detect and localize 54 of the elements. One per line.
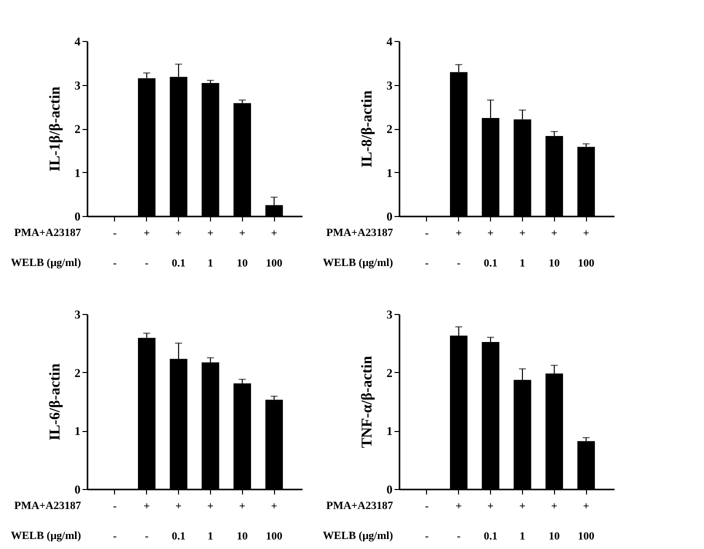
category-label: - - — [113, 500, 117, 542]
category-label: + 100 — [266, 228, 282, 270]
category-label: + 1 — [519, 500, 526, 542]
category-label: + 1 — [519, 228, 526, 270]
y-axis-title: TNF-α/β-actin — [360, 355, 376, 448]
category-label: + 1 — [207, 228, 214, 270]
y-tick-label: 4 — [74, 34, 80, 48]
text: PMA+A23187 — [14, 500, 82, 512]
category-label: + 0.1 — [172, 500, 186, 542]
y-axis-title: IL-6/β-actin — [48, 362, 64, 441]
text: WELB (μg/ml) — [322, 530, 394, 542]
y-tick-label: 3 — [74, 308, 80, 322]
y-tick-label: 3 — [74, 78, 80, 92]
category-label: + 1 — [207, 500, 214, 542]
y-tick-label: 4 — [386, 34, 392, 48]
y-tick-label: 1 — [386, 424, 392, 438]
y-tick-label: 0 — [386, 210, 392, 224]
y-tick-label: 3 — [386, 78, 392, 92]
category-label: + 100 — [266, 500, 282, 542]
category-label: + - — [456, 228, 462, 270]
category-label: + 10 — [548, 228, 560, 270]
text: WELB (μg/ml) — [10, 257, 82, 269]
y-tick-label: 3 — [386, 308, 392, 322]
y-axis-title: IL-8/β-actin — [360, 90, 376, 168]
y-tick-label: 2 — [386, 366, 392, 380]
y-tick-label: 0 — [386, 482, 392, 496]
category-label: + - — [456, 500, 462, 542]
category-label: + 100 — [578, 500, 594, 542]
y-tick-label: 1 — [74, 166, 80, 180]
text: PMA+A23187 — [14, 227, 82, 239]
category-label: + 10 — [548, 500, 560, 542]
y-tick-label: 1 — [74, 424, 80, 438]
y-tick-label: 1 — [386, 166, 392, 180]
category-label: + 0.1 — [484, 500, 498, 542]
y-tick-label: 2 — [386, 122, 392, 136]
y-axis-title: IL-1β/β-actin — [48, 86, 64, 172]
category-label: - - — [113, 228, 117, 270]
text: WELB (μg/ml) — [10, 530, 82, 542]
text: PMA+A23187 — [326, 227, 394, 239]
text: WELB (μg/ml) — [322, 257, 394, 269]
category-label: + - — [144, 500, 150, 542]
category-label: - - — [425, 500, 429, 542]
y-tick-label: 2 — [74, 366, 80, 380]
category-label: - - — [425, 228, 429, 270]
text: PMA+A23187 — [326, 500, 394, 512]
category-label: + 10 — [236, 500, 248, 542]
y-tick-label: 0 — [74, 210, 80, 224]
category-label: + 100 — [578, 228, 594, 270]
y-tick-label: 2 — [74, 122, 80, 136]
category-label: + 10 — [236, 228, 248, 270]
category-label: + - — [144, 228, 150, 270]
y-tick-label: 0 — [74, 482, 80, 496]
category-label: + 0.1 — [484, 228, 498, 270]
category-label: + 0.1 — [172, 228, 186, 270]
